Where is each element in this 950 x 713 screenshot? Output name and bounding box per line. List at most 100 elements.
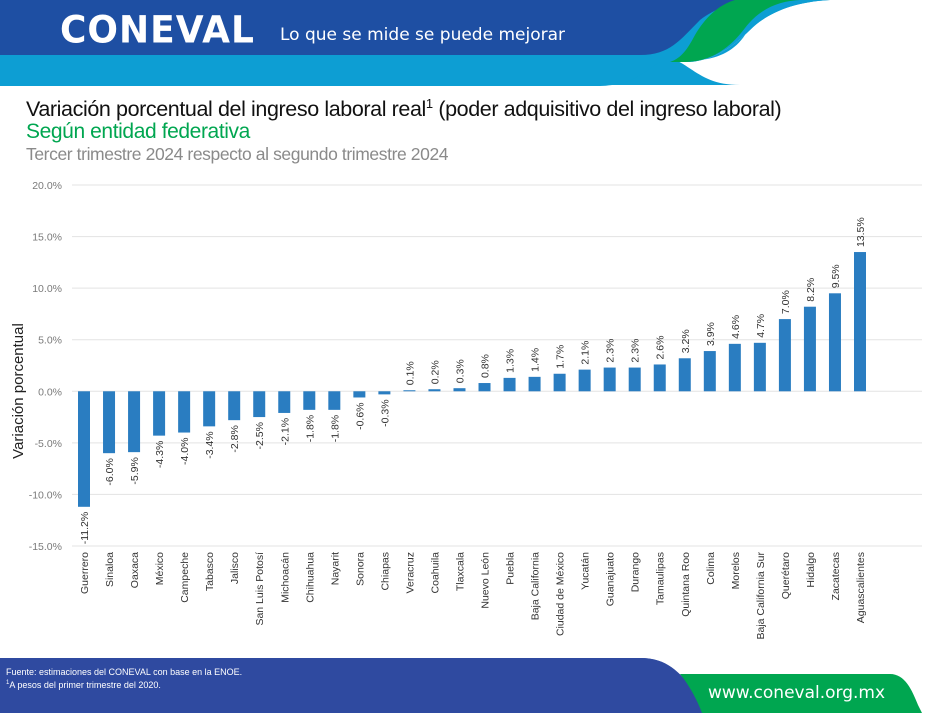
bar bbox=[278, 391, 291, 413]
data-label: -1.8% bbox=[329, 415, 341, 442]
bars bbox=[78, 252, 866, 507]
x-tick-label: Hidalgo bbox=[805, 552, 817, 588]
currency-note: 1A pesos del primer trimestre del 2020. bbox=[6, 678, 242, 691]
data-label: 4.7% bbox=[755, 314, 767, 338]
data-label: -2.8% bbox=[229, 425, 241, 452]
x-tick-label: Querétaro bbox=[780, 552, 792, 599]
bar bbox=[728, 343, 741, 392]
x-tick-label: Tlaxcala bbox=[454, 552, 466, 591]
bar bbox=[153, 391, 166, 436]
x-tick-label: Colima bbox=[705, 552, 717, 585]
bar bbox=[378, 391, 391, 395]
header-tagline: Lo que se mide se puede mejorar bbox=[280, 25, 565, 45]
bar bbox=[353, 391, 366, 398]
bar bbox=[128, 391, 141, 453]
x-tick-label: Tabasco bbox=[204, 552, 216, 591]
data-label: 3.9% bbox=[705, 322, 717, 346]
footnotes: Fuente: estimaciones del CONEVAL con bas… bbox=[6, 667, 242, 691]
x-tick-label: Yucatán bbox=[580, 552, 592, 590]
bar bbox=[403, 390, 416, 392]
data-label: 8.2% bbox=[805, 278, 817, 302]
chart-title-suffix: (poder adquisitivo del ingreso laboral) bbox=[432, 97, 782, 122]
chart-title-text: Variación porcentual del ingreso laboral… bbox=[26, 97, 426, 122]
bar bbox=[503, 377, 516, 392]
data-label: 13.5% bbox=[855, 217, 867, 247]
bar bbox=[103, 391, 116, 454]
y-axis-label: Variación porcentual bbox=[10, 323, 27, 459]
x-tick-label: Sinaloa bbox=[104, 552, 116, 587]
x-tick-label: Michoacán bbox=[279, 552, 291, 603]
x-tick-label: Morelos bbox=[730, 552, 742, 589]
data-label: -0.3% bbox=[379, 399, 391, 426]
data-label: 1.4% bbox=[530, 348, 542, 372]
footer-banner bbox=[0, 650, 950, 713]
data-label: -11.2% bbox=[79, 512, 91, 545]
bar bbox=[628, 367, 641, 392]
data-label: 0.8% bbox=[480, 354, 492, 378]
x-tick-label: Campeche bbox=[179, 552, 191, 603]
y-tick-label: -15.0% bbox=[29, 541, 62, 553]
bar bbox=[178, 391, 191, 433]
y-tick-label: -10.0% bbox=[29, 489, 62, 501]
bar bbox=[828, 293, 841, 392]
bar bbox=[528, 376, 541, 392]
bar bbox=[703, 351, 716, 392]
x-tick-label: Baja California bbox=[530, 552, 542, 620]
data-label: 9.5% bbox=[830, 264, 842, 288]
currency-note-text: A pesos del primer trimestre del 2020. bbox=[9, 680, 161, 690]
bar bbox=[203, 391, 216, 427]
coneval-logo: CONEVAL bbox=[60, 8, 255, 53]
data-label: -4.0% bbox=[179, 438, 191, 465]
bar bbox=[228, 391, 241, 421]
x-tick-label: Oaxaca bbox=[129, 552, 141, 588]
x-tick-label: Baja California Sur bbox=[755, 552, 767, 640]
x-tick-label: México bbox=[154, 552, 166, 585]
data-label: 1.3% bbox=[505, 349, 517, 373]
bar bbox=[78, 391, 90, 507]
data-label: 0.1% bbox=[404, 361, 416, 385]
x-tick-label: Guerrero bbox=[79, 552, 91, 594]
bar bbox=[478, 383, 491, 392]
data-label: -5.9% bbox=[129, 457, 141, 484]
grid-lines bbox=[72, 184, 922, 547]
footer-wave-graphic bbox=[0, 658, 922, 713]
x-tick-label: Ciudad de México bbox=[555, 552, 567, 636]
x-tick-label: San Luis Potosí bbox=[254, 552, 266, 626]
chart-title-footnote-mark: 1 bbox=[425, 96, 433, 111]
bar bbox=[803, 306, 816, 392]
bar bbox=[328, 391, 341, 410]
bar bbox=[553, 373, 566, 392]
x-tick-label: Tamaulipas bbox=[655, 552, 667, 605]
chart-subtitle: Según entidad federativa bbox=[26, 120, 250, 143]
y-tick-label: 5.0% bbox=[38, 335, 62, 347]
website-link[interactable]: www.coneval.org.mx bbox=[708, 683, 886, 703]
bar bbox=[678, 358, 691, 392]
y-axis-ticks: 20.0% 15.0% 10.0% 5.0% 0.0% -5.0% -10.0% -15.0% bbox=[29, 180, 62, 553]
header-green-wave bbox=[670, 0, 800, 62]
y-tick-label: 15.0% bbox=[32, 232, 62, 244]
data-label: 2.3% bbox=[630, 339, 642, 363]
data-label: -0.6% bbox=[354, 402, 366, 429]
data-label: 3.2% bbox=[680, 329, 692, 353]
bar bbox=[653, 364, 666, 392]
data-label: 2.1% bbox=[580, 341, 592, 365]
x-tick-label: Coahuila bbox=[429, 552, 441, 594]
data-label: 1.7% bbox=[555, 345, 567, 369]
data-label: 2.3% bbox=[605, 339, 617, 363]
chart-period: Tercer trimestre 2024 respecto al segund… bbox=[26, 144, 449, 164]
x-tick-label: Guanajuato bbox=[605, 552, 617, 606]
x-tick-label: Veracruz bbox=[404, 552, 416, 593]
bar bbox=[253, 391, 266, 418]
data-label: 4.6% bbox=[730, 315, 742, 339]
bar-chart: 20.0% 15.0% 10.0% 5.0% 0.0% -5.0% -10.0% -15.0%… bbox=[10, 180, 922, 640]
bar bbox=[778, 319, 791, 392]
bar bbox=[303, 391, 316, 410]
data-label: -2.5% bbox=[254, 422, 266, 449]
x-tick-label: Nuevo León bbox=[480, 552, 492, 609]
x-tick-label: Quintana Roo bbox=[680, 552, 692, 617]
x-tick-label: Zacatecas bbox=[830, 552, 842, 600]
x-tick-label: Chiapas bbox=[379, 552, 391, 591]
data-label: -1.8% bbox=[304, 415, 316, 442]
data-label: -6.0% bbox=[104, 458, 116, 485]
data-label: 2.6% bbox=[655, 336, 667, 360]
